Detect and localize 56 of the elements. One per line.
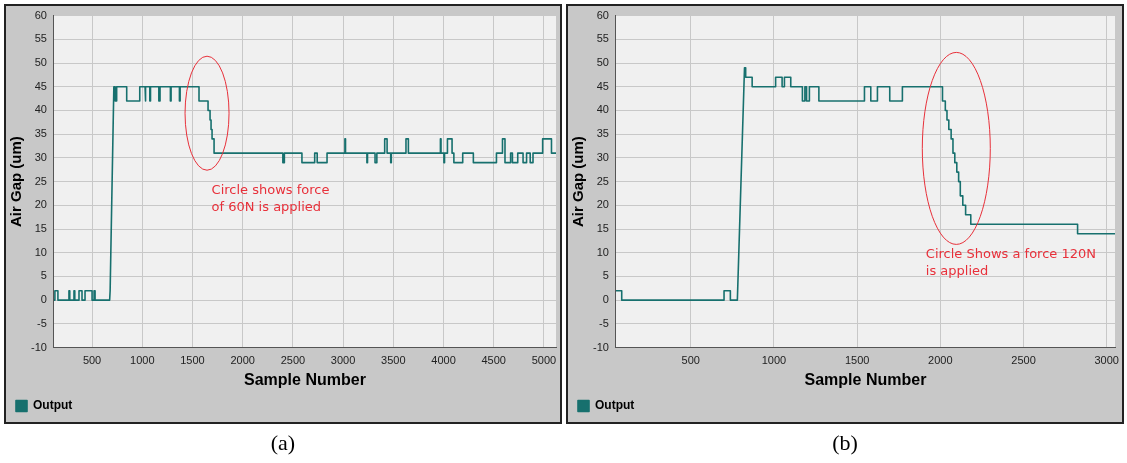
x-tick-label: 2500 <box>1011 354 1036 367</box>
y-tick-label: 40 <box>596 103 609 116</box>
y-tick-label: 30 <box>596 150 609 163</box>
y-tick-label: 20 <box>34 198 47 211</box>
y-tick-label: 25 <box>34 174 47 187</box>
x-tick-label: 4500 <box>481 354 506 367</box>
y-tick-label: -5 <box>37 316 47 329</box>
x-tick-label: 1500 <box>844 354 870 367</box>
y-tick-label: 0 <box>602 293 609 306</box>
legend-label: Output <box>33 398 73 413</box>
y-tick-label: 10 <box>34 245 47 258</box>
y-tick-label: -5 <box>599 316 609 329</box>
y-tick-label: 35 <box>596 127 609 140</box>
x-tick-label: 4000 <box>431 354 456 367</box>
x-tick-label: 1000 <box>761 354 787 367</box>
x-tick-label: 3000 <box>1094 354 1119 367</box>
y-tick-label: 15 <box>596 222 609 235</box>
x-tick-label: 3500 <box>381 354 406 367</box>
x-tick-label: 2000 <box>928 354 953 367</box>
y-tick-label: 10 <box>596 245 609 258</box>
y-tick-label: -10 <box>592 340 609 353</box>
y-tick-label: 20 <box>596 198 609 211</box>
x-axis-title: Sample Number <box>804 370 927 388</box>
x-axis-title: Sample Number <box>244 370 366 388</box>
x-tick-label: 2500 <box>280 354 306 367</box>
y-tick-label: 30 <box>34 150 47 163</box>
y-tick-label: 0 <box>40 293 47 306</box>
y-tick-label: 60 <box>596 8 609 21</box>
x-tick-label: 500 <box>82 354 102 367</box>
y-tick-label: 50 <box>34 56 47 69</box>
x-tick-label: 1000 <box>130 354 155 367</box>
text: (b) <box>832 430 858 456</box>
y-tick-label: 55 <box>596 32 609 45</box>
y-tick-label: 50 <box>596 56 609 69</box>
x-tick-label: 3000 <box>330 354 356 367</box>
y-tick-label: 45 <box>34 79 47 92</box>
legend-label: Output <box>595 398 635 413</box>
annotation: Circle Shows a force 120N is applied <box>925 246 1096 279</box>
x-tick-label: 500 <box>681 354 700 367</box>
x-tick-label: 1500 <box>180 354 205 367</box>
y-axis-title: Air Gap (um) <box>7 136 25 228</box>
y-tick-label: 60 <box>34 8 47 21</box>
annotation: Circle shows force of 60N is applied <box>211 182 330 215</box>
y-tick-label: -10 <box>30 340 47 353</box>
y-tick-label: 40 <box>34 103 47 116</box>
y-tick-label: 5 <box>602 269 609 282</box>
y-tick-label: 15 <box>34 222 47 235</box>
x-tick-label: 5000 <box>531 354 557 367</box>
y-tick-label: 5 <box>40 269 47 282</box>
y-tick-label: 45 <box>596 79 609 92</box>
text: (a) <box>270 430 296 456</box>
x-tick-label: 2000 <box>230 354 255 367</box>
y-tick-label: 55 <box>34 32 47 45</box>
y-tick-label: 25 <box>596 174 609 187</box>
y-tick-label: 35 <box>34 127 47 140</box>
y-axis-title: Air Gap (um) <box>569 136 587 228</box>
